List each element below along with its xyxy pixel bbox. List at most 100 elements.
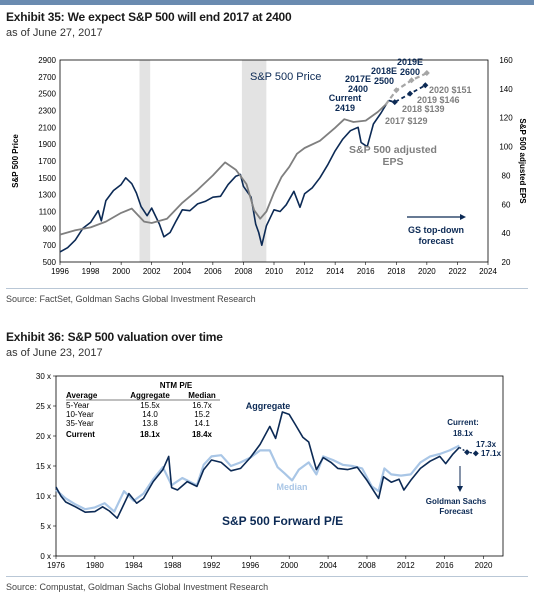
eps-forecast-marker (393, 87, 400, 94)
table-header-top: NTM P/E (160, 381, 193, 390)
y-left-tick-label: 900 (43, 224, 57, 233)
aggregate-annotation: Aggregate (246, 401, 291, 411)
x-tick-label: 2020 (475, 561, 493, 570)
eps-forecast-marker (423, 69, 430, 76)
forecast-2019-label: 2019E (397, 57, 423, 67)
x-tick-label: 2012 (296, 267, 314, 276)
forecast-2018-label: 2018E (371, 66, 397, 76)
price-series-line (59, 100, 390, 253)
recession-band (139, 60, 151, 262)
y-left-tick-label: 1900 (38, 140, 56, 149)
gs-forecast-label: Forecast (439, 507, 473, 516)
price-forecast-line (388, 84, 426, 103)
gs-forecast-label: GS top-down (408, 225, 464, 235)
forward-pe-chart: 0 x 5 x 10 x 15 x 20 x 25 x 30 x 1976 1980 1984 19… (36, 372, 504, 570)
y-left-tick-label: 500 (43, 258, 57, 267)
x-tick-label: 1976 (47, 561, 65, 570)
forecast-2017-label: 2017E (345, 74, 371, 84)
table-column-header: Aggregate (130, 391, 170, 400)
exhibit36-title: Exhibit 36: S&P 500 valuation over time (6, 330, 223, 344)
x-tick-label: 2008 (235, 267, 253, 276)
x-tick-label: 1988 (164, 561, 182, 570)
table-cell: 14.0 (142, 410, 158, 419)
sp500-price-eps-chart: 500 700 900 1100 1300 1500 1700 1900 2100 2300 250… (11, 56, 527, 276)
exhibit35-subtitle: as of June 27, 2017 (6, 27, 103, 39)
eps-series-annotation: S&P 500 adjusted (349, 144, 437, 156)
forecast-marker (464, 449, 471, 456)
y-left-tick-label: 1100 (39, 208, 57, 217)
chart-title: S&P 500 Forward P/E (222, 514, 343, 528)
y-left-tick-label: 1300 (38, 191, 56, 200)
x-tick-label: 2004 (173, 267, 191, 276)
table-cell: 18.1x (140, 430, 161, 439)
exhibit35-title: Exhibit 35: We expect S&P 500 will end 2… (6, 10, 292, 24)
forecast-value-2019: 17.1x (481, 449, 502, 458)
x-tick-label: 2000 (112, 267, 130, 276)
forecast-value-2018: 17.3x (476, 440, 497, 449)
y-tick-label: 0 x (40, 552, 51, 561)
x-tick-label: 2014 (326, 267, 344, 276)
y-right-axis-label: S&P 500 adjusted EPS (518, 118, 527, 204)
y-right-tick-label: 160 (499, 56, 513, 65)
x-tick-label: 1998 (82, 267, 100, 276)
table-cell: Current (66, 430, 95, 439)
table-cell: 16.7x (192, 401, 212, 410)
y-left-tick-label: 700 (43, 241, 57, 250)
x-tick-label: 2018 (387, 267, 405, 276)
y-tick-label: 25 x (36, 402, 51, 411)
y-tick-label: 15 x (36, 462, 51, 471)
x-tick-label: 1984 (125, 561, 143, 570)
eps-forecast-line (384, 72, 428, 106)
table-cell: 18.4x (192, 430, 213, 439)
forecast-pointer-head (457, 486, 463, 492)
x-tick-label: 1980 (86, 561, 104, 570)
eps-2019-label: 2019 $146 (417, 95, 460, 105)
median-series-line (55, 444, 460, 513)
table-cell: 10-Year (66, 410, 94, 419)
x-tick-label: 2006 (204, 267, 222, 276)
current-value: 2419 (335, 103, 355, 113)
x-tick-label: 2000 (280, 561, 298, 570)
exhibit35-source: Source: FactSet, Goldman Sachs Global In… (6, 294, 256, 304)
y-left-tick-label: 2500 (38, 90, 56, 99)
y-right-tick-label: 100 (499, 143, 513, 152)
y-right-tick-label: 60 (502, 200, 511, 209)
forecast-2019-value: 2600 (400, 67, 420, 77)
eps-series-line (59, 104, 387, 236)
x-tick-label: 2012 (397, 561, 415, 570)
y-tick-label: 30 x (36, 372, 51, 381)
x-tick-label: 2002 (143, 267, 161, 276)
y-right-tick-label: 120 (499, 114, 513, 123)
table-cell: 15.2 (194, 410, 210, 419)
y-left-tick-label: 2300 (38, 107, 56, 116)
y-right-tick-label: 140 (499, 85, 513, 94)
gs-forecast-label: Goldman Sachs (426, 497, 487, 506)
exhibit36-source: Source: Compustat, Goldman Sachs Global … (6, 582, 269, 592)
current-label: Current (329, 93, 362, 103)
table-cell: 15.5x (140, 401, 160, 410)
y-left-tick-label: 2100 (38, 123, 56, 132)
price-forecast-marker (391, 99, 398, 106)
price-forecast-marker (422, 82, 429, 89)
eps-2020-label: 2020 $151 (429, 85, 472, 95)
y-right-tick-label: 40 (502, 229, 511, 238)
forecast-2017-value: 2400 (348, 84, 368, 94)
y-left-tick-label: 1500 (38, 174, 56, 183)
price-forecast-marker (407, 90, 414, 97)
recession-band (241, 60, 267, 262)
y-left-tick-label: 1700 (38, 157, 56, 166)
y-left-tick-label: 2700 (38, 73, 56, 82)
y-left-tick-label: 2900 (38, 56, 56, 65)
x-tick-label: 2016 (436, 561, 454, 570)
x-tick-label: 1996 (51, 267, 69, 276)
forecast-marker (472, 450, 479, 457)
x-tick-label: 2004 (319, 561, 337, 570)
x-tick-label: 2016 (357, 267, 375, 276)
y-right-tick-label: 80 (502, 171, 511, 180)
x-tick-label: 2008 (358, 561, 376, 570)
y-tick-label: 10 x (36, 492, 51, 501)
table-column-header: Median (188, 391, 216, 400)
divider (6, 288, 528, 289)
x-tick-label: 1992 (203, 561, 221, 570)
current-value: 18.1x (453, 429, 474, 438)
